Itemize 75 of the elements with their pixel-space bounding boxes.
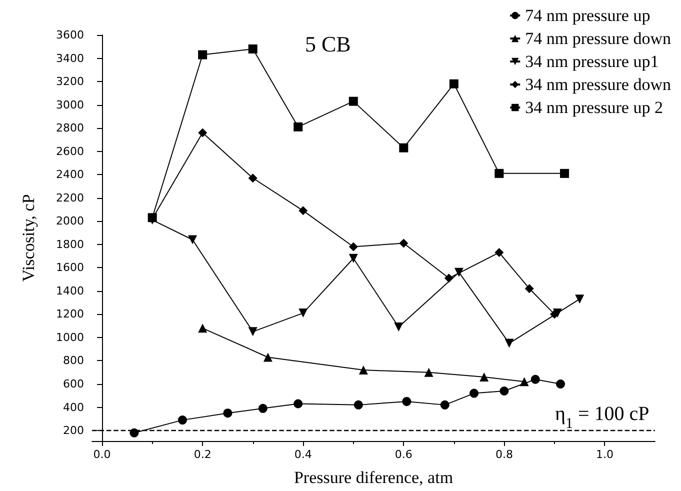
point	[454, 268, 464, 277]
point	[394, 322, 404, 332]
y-tick-label: 1200	[56, 308, 84, 321]
y-tick-label: 400	[63, 400, 84, 414]
point	[556, 380, 565, 388]
point	[440, 400, 450, 410]
point	[294, 399, 303, 408]
point	[178, 416, 187, 425]
y-tick-label: 600	[63, 377, 84, 390]
point	[444, 274, 454, 283]
point	[358, 366, 368, 375]
y-tick-label: 2000	[56, 214, 84, 228]
legend-label: 34 nm pressure down	[525, 75, 672, 94]
point	[494, 168, 504, 178]
point	[520, 377, 529, 386]
x-tick-label: 0.0	[93, 448, 111, 461]
point	[530, 374, 540, 384]
point	[198, 128, 208, 138]
chart-title: 5 CB	[305, 32, 351, 56]
x-tick-label: 0.4	[294, 448, 312, 461]
legend-label: 34 nm pressure up1	[525, 52, 659, 71]
annotation: η$_{1}$ = 100 cP	[555, 403, 650, 432]
point	[294, 122, 303, 132]
point	[198, 50, 208, 60]
point	[500, 386, 509, 396]
point	[424, 368, 434, 377]
x-tick-label: 0.6	[394, 448, 412, 461]
point	[449, 79, 458, 88]
point	[348, 254, 358, 263]
legend-label: 34 nm pressure up 2	[525, 98, 663, 117]
point	[470, 388, 479, 398]
point	[494, 248, 504, 258]
point	[263, 352, 272, 362]
point	[348, 96, 358, 106]
y-tick-label: 2600	[56, 144, 84, 158]
y-tick-label: 3200	[56, 75, 84, 88]
point	[188, 235, 198, 244]
y-tick-label: 1800	[56, 238, 84, 251]
point	[399, 238, 408, 248]
point	[298, 206, 308, 216]
point	[223, 408, 232, 418]
point	[248, 174, 258, 183]
legend-label: 74 nm pressure down	[525, 29, 672, 48]
x-tick-label: 0.2	[194, 448, 212, 461]
x-tick-label: 1.0	[596, 448, 614, 461]
y-tick-label: 3600	[56, 28, 84, 42]
y-tick-label: 2200	[56, 191, 84, 204]
point	[258, 404, 268, 413]
point	[248, 44, 258, 54]
y-tick-label: 3000	[56, 98, 84, 112]
point	[298, 308, 308, 318]
point	[480, 372, 489, 382]
y-axis-title: Viscosity, cP	[19, 194, 38, 282]
y-tick-label: 1400	[56, 284, 84, 298]
point	[524, 284, 534, 294]
legend-label: 74 nm pressure up	[525, 6, 650, 25]
point	[560, 168, 570, 178]
y-tick-label: 1000	[56, 330, 84, 344]
point	[402, 396, 412, 406]
point	[348, 242, 358, 252]
y-tick-label: 3400	[56, 52, 84, 65]
point	[550, 310, 559, 319]
point	[354, 400, 363, 410]
x-tick-label: 0.8	[495, 448, 513, 461]
point	[399, 143, 408, 152]
y-tick-label: 1600	[56, 261, 84, 274]
y-tick-label: 2400	[56, 168, 84, 182]
y-tick-label: 800	[63, 354, 84, 368]
y-tick-label: 200	[63, 424, 84, 438]
y-tick-label: 2800	[56, 122, 84, 135]
point	[198, 324, 208, 333]
point	[248, 327, 258, 336]
x-axis-title: Pressure diference, atm	[294, 468, 454, 487]
point	[504, 338, 514, 348]
point	[575, 294, 584, 304]
